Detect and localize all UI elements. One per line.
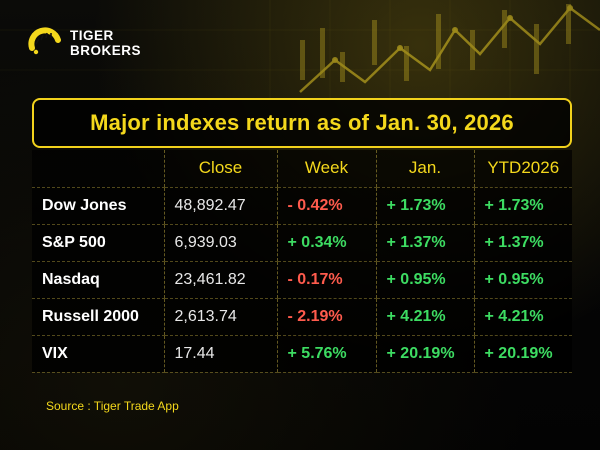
ytd-return: + 1.37%: [473, 224, 572, 262]
close-value: 17.44: [163, 335, 277, 373]
index-name: Nasdaq: [32, 261, 164, 299]
week-return: + 0.34%: [276, 224, 376, 262]
jan-return: + 20.19%: [375, 335, 474, 373]
week-return: - 2.19%: [276, 298, 376, 336]
page-title: Major indexes return as of Jan. 30, 2026: [90, 110, 514, 135]
tiger-stripe-icon: [28, 27, 61, 55]
header-ytd: YTD2026: [473, 150, 572, 188]
index-name: Dow Jones: [32, 187, 164, 225]
jan-return: + 1.37%: [375, 224, 474, 262]
table-row: VIX 17.44 + 5.76% + 20.19% + 20.19%: [32, 335, 572, 373]
week-return: - 0.17%: [276, 261, 376, 299]
brand-line-2: BROKERS: [70, 43, 142, 58]
table-row: Dow Jones 48,892.47 - 0.42% + 1.73% + 1.…: [32, 187, 572, 225]
close-value: 23,461.82: [163, 261, 277, 299]
title-banner: Major indexes return as of Jan. 30, 2026: [32, 98, 572, 148]
jan-return: + 1.73%: [375, 187, 474, 225]
index-name: S&P 500: [32, 224, 164, 262]
jan-return: + 4.21%: [375, 298, 474, 336]
week-return: + 5.76%: [276, 335, 376, 373]
ytd-return: + 4.21%: [473, 298, 572, 336]
header-jan: Jan.: [375, 150, 474, 188]
index-returns-table-container: Close Week Jan. YTD2026 Dow Jones 48,892…: [32, 150, 572, 373]
week-return: - 0.42%: [276, 187, 376, 225]
header-index: [32, 150, 164, 188]
index-name: VIX: [32, 335, 164, 373]
ytd-return: + 1.73%: [473, 187, 572, 225]
close-value: 6,939.03: [163, 224, 277, 262]
tiger-brokers-logo: TIGER BROKERS: [28, 26, 141, 60]
brand-line-1: TIGER: [70, 28, 114, 43]
ytd-return: + 0.95%: [473, 261, 572, 299]
index-returns-table: Close Week Jan. YTD2026 Dow Jones 48,892…: [32, 150, 572, 373]
close-value: 2,613.74: [163, 298, 277, 336]
close-value: 48,892.47: [163, 187, 277, 225]
jan-return: + 0.95%: [375, 261, 474, 299]
brand-name: TIGER BROKERS: [70, 28, 141, 58]
table-header-row: Close Week Jan. YTD2026: [32, 150, 572, 188]
table-row: Russell 2000 2,613.74 - 2.19% + 4.21% + …: [32, 298, 572, 336]
table-row: Nasdaq 23,461.82 - 0.17% + 0.95% + 0.95%: [32, 261, 572, 299]
index-name: Russell 2000: [32, 298, 164, 336]
table-row: S&P 500 6,939.03 + 0.34% + 1.37% + 1.37%: [32, 224, 572, 262]
source-note: Source : Tiger Trade App: [46, 399, 179, 413]
ytd-return: + 20.19%: [473, 335, 572, 373]
header-week: Week: [276, 150, 376, 188]
header-close: Close: [163, 150, 277, 188]
